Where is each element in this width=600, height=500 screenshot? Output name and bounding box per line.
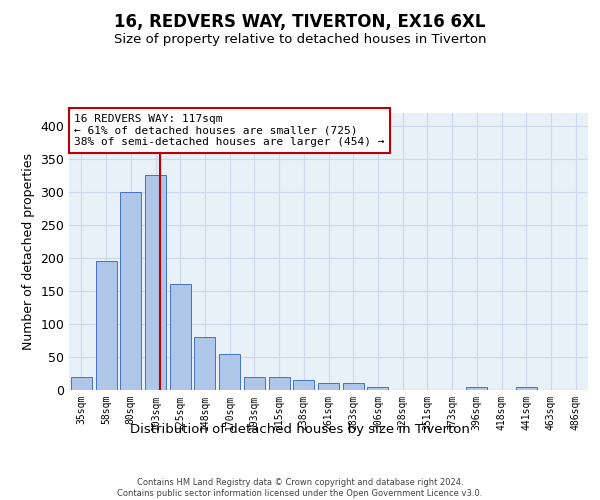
Y-axis label: Number of detached properties: Number of detached properties (22, 153, 35, 350)
Bar (194, 337, 215, 390)
Bar (120, 192, 141, 390)
Bar (318, 384, 339, 390)
Bar (269, 377, 290, 390)
Bar (170, 284, 191, 390)
Bar (466, 386, 487, 390)
Bar (293, 380, 314, 390)
Text: 16, REDVERS WAY, TIVERTON, EX16 6XL: 16, REDVERS WAY, TIVERTON, EX16 6XL (114, 12, 486, 30)
Bar (343, 384, 364, 390)
Text: Distribution of detached houses by size in Tiverton: Distribution of detached houses by size … (130, 422, 470, 436)
Bar (95, 261, 116, 390)
Bar (244, 377, 265, 390)
Bar (219, 354, 240, 390)
Text: 16 REDVERS WAY: 117sqm
← 61% of detached houses are smaller (725)
38% of semi-de: 16 REDVERS WAY: 117sqm ← 61% of detached… (74, 114, 385, 147)
Text: Contains HM Land Registry data © Crown copyright and database right 2024.
Contai: Contains HM Land Registry data © Crown c… (118, 478, 482, 498)
Bar (71, 377, 92, 390)
Text: Size of property relative to detached houses in Tiverton: Size of property relative to detached ho… (114, 32, 486, 46)
Bar (367, 386, 388, 390)
Bar (145, 176, 166, 390)
Bar (516, 386, 537, 390)
